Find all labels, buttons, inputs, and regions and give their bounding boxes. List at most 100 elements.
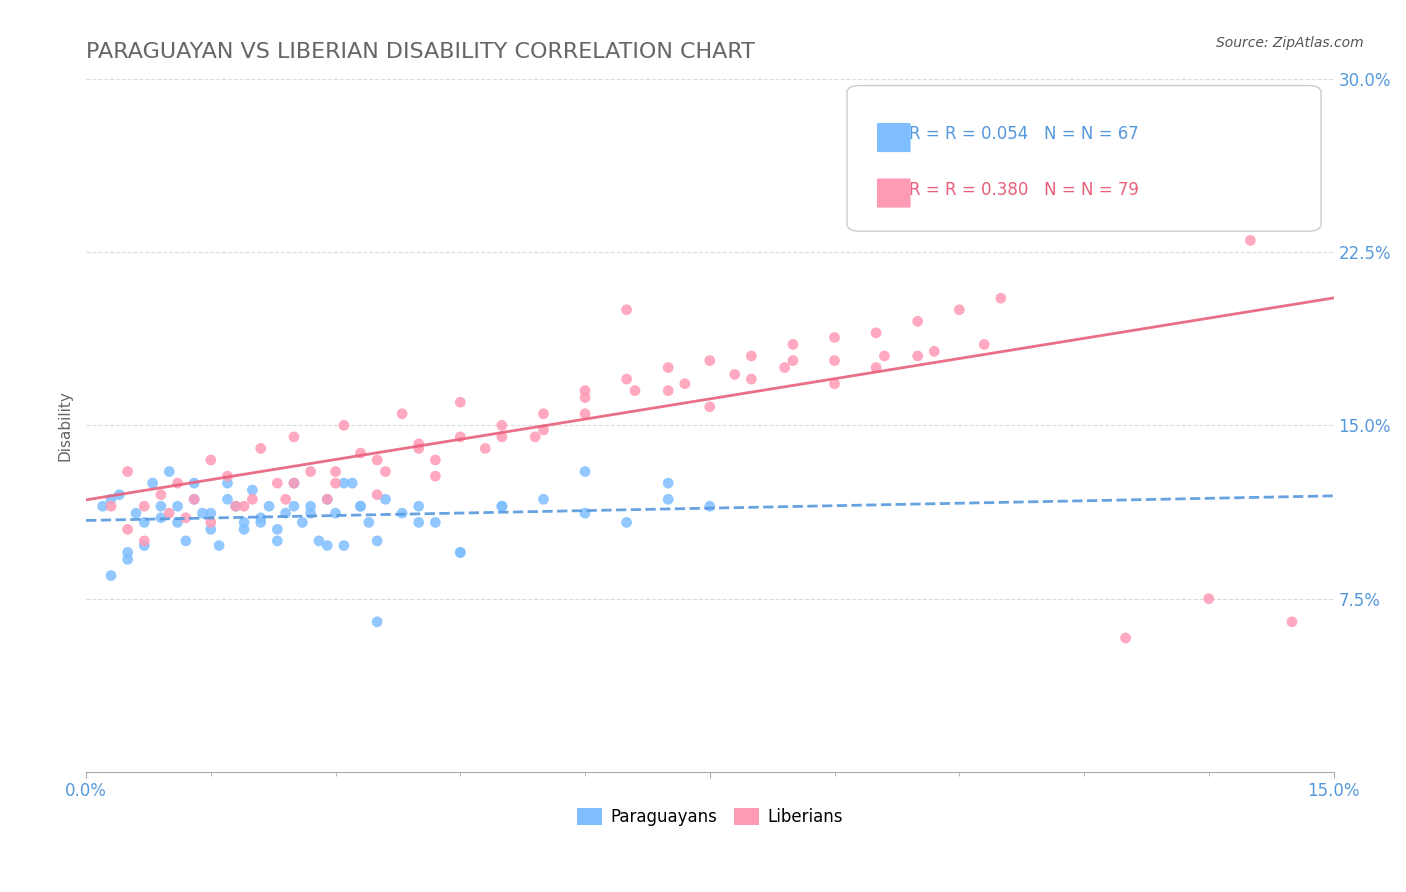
Point (325, 506, 347, 520)
Point (673, 376, 696, 391)
Point (91, 500, 114, 514)
Point (391, 506, 413, 520)
Point (333, 476, 356, 491)
FancyBboxPatch shape (846, 86, 1322, 231)
Point (349, 500, 371, 514)
Point (308, 533, 330, 548)
Point (125, 506, 148, 520)
Point (907, 314, 929, 328)
Point (257, 500, 280, 514)
Point (191, 506, 214, 520)
Point (657, 384, 679, 398)
Point (873, 349, 896, 363)
Point (425, 469, 447, 483)
Point (249, 516, 271, 530)
Text: R = R = 0.054   N = N = 67: R = R = 0.054 N = N = 67 (910, 125, 1139, 143)
Text: R = R = 0.380   N = N = 79: R = R = 0.380 N = N = 79 (910, 180, 1139, 199)
Point (408, 500, 430, 514)
Point (225, 500, 247, 514)
Point (782, 337, 804, 351)
Point (117, 545, 139, 559)
Point (183, 492, 205, 507)
Point (699, 400, 721, 414)
Point (200, 506, 222, 520)
Point (333, 539, 356, 553)
Point (1281, 615, 1303, 629)
Point (449, 545, 471, 559)
Point (157, 506, 180, 520)
Point (266, 522, 288, 536)
Point (524, 430, 547, 444)
Point (782, 353, 804, 368)
Point (366, 615, 388, 629)
Point (425, 516, 447, 530)
Point (333, 418, 356, 433)
Point (283, 430, 305, 444)
Point (699, 500, 721, 514)
Point (283, 476, 305, 491)
Point (1024, 141, 1046, 155)
Point (225, 500, 247, 514)
Point (100, 492, 122, 507)
Point (117, 522, 139, 536)
Point (200, 522, 222, 536)
Point (166, 500, 188, 514)
Point (616, 372, 638, 386)
Text: Source: ZipAtlas.com: Source: ZipAtlas.com (1216, 36, 1364, 50)
Point (449, 430, 471, 444)
Point (491, 500, 513, 514)
Point (824, 376, 846, 391)
Point (408, 437, 430, 451)
Point (340, 476, 363, 491)
Point (574, 506, 596, 520)
Legend: Paraguayans, Liberians: Paraguayans, Liberians (571, 802, 849, 833)
Point (283, 476, 305, 491)
Point (824, 353, 846, 368)
Point (299, 506, 322, 520)
Point (117, 465, 139, 479)
Point (100, 500, 122, 514)
Point (973, 337, 995, 351)
Point (624, 384, 647, 398)
Point (325, 476, 347, 491)
Point (924, 344, 946, 359)
Point (657, 492, 679, 507)
Point (773, 360, 796, 375)
FancyBboxPatch shape (877, 123, 911, 153)
Point (425, 453, 447, 467)
Point (174, 510, 197, 524)
Point (316, 539, 339, 553)
Point (408, 442, 430, 456)
Point (574, 384, 596, 398)
Point (366, 533, 388, 548)
Point (374, 465, 396, 479)
Point (100, 568, 122, 582)
Point (699, 353, 721, 368)
Point (183, 492, 205, 507)
Point (217, 492, 239, 507)
Point (1239, 234, 1261, 248)
Point (149, 510, 172, 524)
Point (200, 453, 222, 467)
Point (657, 360, 679, 375)
Y-axis label: Disability: Disability (58, 390, 72, 461)
Point (574, 465, 596, 479)
Point (217, 469, 239, 483)
Point (616, 516, 638, 530)
Point (117, 552, 139, 566)
Point (724, 368, 747, 382)
Point (142, 476, 165, 491)
Point (149, 500, 172, 514)
Point (374, 492, 396, 507)
Point (865, 360, 887, 375)
Point (316, 492, 339, 507)
Point (108, 488, 131, 502)
Point (266, 476, 288, 491)
Point (134, 516, 156, 530)
Point (366, 453, 388, 467)
Point (174, 533, 197, 548)
Point (134, 533, 156, 548)
Point (990, 291, 1012, 305)
Point (349, 500, 371, 514)
Point (217, 476, 239, 491)
